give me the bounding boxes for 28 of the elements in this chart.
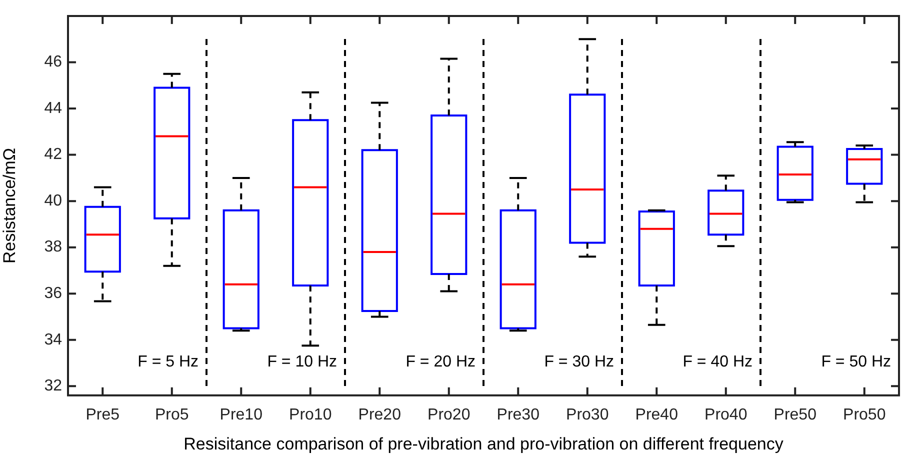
annotation: F = 5 Hz bbox=[138, 354, 198, 371]
x-tick-label: Pre20 bbox=[358, 406, 402, 424]
annotation: F = 40 Hz bbox=[682, 354, 752, 371]
y-tick-label: 40 bbox=[44, 192, 62, 210]
annotation: F = 30 Hz bbox=[544, 354, 614, 371]
x-tick-label: Pro50 bbox=[843, 406, 886, 424]
x-tick-label: Pre30 bbox=[496, 406, 540, 424]
x-tick-label: Pro10 bbox=[289, 406, 332, 424]
y-tick-label: 46 bbox=[44, 54, 62, 71]
x-tick-label: Pro20 bbox=[428, 406, 470, 424]
x-tick-label: Pre40 bbox=[635, 406, 678, 424]
y-tick-label: 44 bbox=[44, 100, 62, 117]
x-tick-label: Pre50 bbox=[774, 406, 817, 424]
y-axis-title: Resistance/mΩ bbox=[0, 148, 19, 264]
x-tick-label: Pro30 bbox=[566, 406, 609, 424]
x-tick-label: Pro40 bbox=[704, 406, 748, 424]
y-tick-label: 42 bbox=[44, 146, 62, 164]
y-tick-label: 34 bbox=[44, 331, 62, 348]
y-tick-label: 32 bbox=[44, 378, 62, 395]
x-tick-label: Pre5 bbox=[86, 406, 120, 424]
annotation: F = 20 Hz bbox=[406, 354, 476, 371]
y-tick-label: 38 bbox=[44, 238, 62, 256]
x-tick-label: Pre10 bbox=[220, 406, 263, 424]
x-axis-title: Resisitance comparison of pre-vibration and pro-vibration on different frequency bbox=[184, 434, 784, 454]
annotation: F = 10 Hz bbox=[267, 354, 337, 371]
x-tick-label: Pro5 bbox=[154, 406, 189, 424]
y-tick-label: 36 bbox=[44, 285, 62, 302]
annotation: F = 50 Hz bbox=[821, 354, 891, 371]
